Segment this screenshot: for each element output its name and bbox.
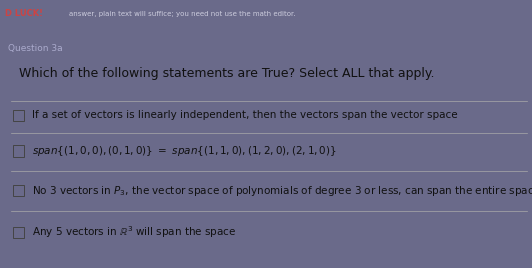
Text: Which of the following statements are True? Select ALL that apply.: Which of the following statements are Tr… (19, 67, 434, 80)
Bar (13, 145, 24, 157)
Text: If a set of vectors is linearly independent, then the vectors span the vector sp: If a set of vectors is linearly independ… (32, 110, 458, 120)
Text: answer, plain text will suffice; you need not use the math editor.: answer, plain text will suffice; you nee… (69, 11, 296, 17)
Bar (13, 227, 24, 238)
Text: $\mathit{span}$$\{(1,0,0),(0,1,0)\}$ $=$ $\mathit{span}$$\{(1,1,0),(1,2,0),(2,1,: $\mathit{span}$$\{(1,0,0),(0,1,0)\}$ $=$… (32, 144, 337, 158)
Text: Any 5 vectors in $\mathbb{R}^3$ will span the space: Any 5 vectors in $\mathbb{R}^3$ will spa… (32, 225, 236, 240)
Text: Question 3a: Question 3a (8, 44, 63, 53)
Text: No 3 vectors in $P_3$, the vector space of polynomials of degree 3 or less, can : No 3 vectors in $P_3$, the vector space … (32, 184, 532, 198)
Bar (13, 110, 24, 121)
Bar (13, 185, 24, 196)
Text: D LUCK!: D LUCK! (5, 9, 43, 18)
